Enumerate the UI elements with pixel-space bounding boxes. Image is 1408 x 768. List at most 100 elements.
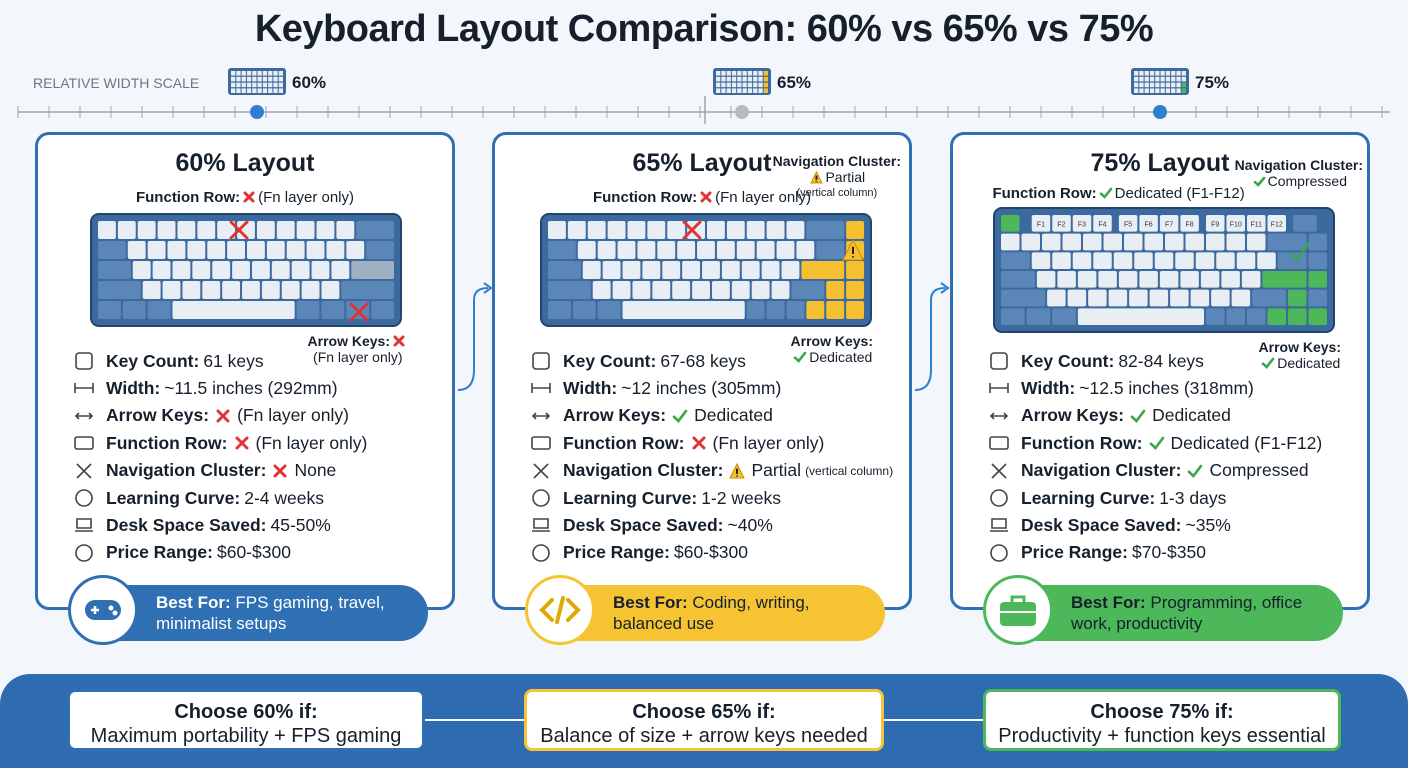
key: [1180, 215, 1199, 232]
spec-value: (Fn layer only): [712, 432, 825, 453]
best-for-icon: [525, 575, 595, 645]
callout-line: Dedicated: [791, 349, 873, 365]
spec-row: Learning Curve: 2-4 weeks: [74, 486, 324, 510]
key: [1206, 233, 1225, 251]
key: [592, 281, 611, 299]
mini-key: [753, 76, 758, 82]
mini-key: [731, 71, 737, 76]
mini-key: [1181, 71, 1186, 76]
key: [1001, 308, 1025, 325]
callout-text: Dedicated: [1277, 355, 1341, 371]
key: [1057, 271, 1076, 288]
spec-row: Learning Curve: 1-2 weeks: [531, 486, 781, 510]
key: [612, 281, 631, 299]
mini-key: [763, 71, 768, 76]
key: [846, 261, 864, 279]
check-mark: [1188, 464, 1203, 478]
mini-key: [737, 71, 742, 76]
spec-value: 1-3 days: [1159, 487, 1227, 508]
check-icon: [1149, 436, 1164, 451]
key: [311, 261, 330, 279]
key: [1293, 215, 1317, 232]
mini-key: [716, 88, 721, 93]
key: [1026, 308, 1051, 325]
spec-value: (Fn layer only): [255, 432, 368, 453]
key: [172, 261, 191, 279]
key: [371, 301, 394, 319]
callout-text: Compressed: [1267, 173, 1347, 189]
callout-label: Function Row:: [135, 189, 241, 206]
x-mark: [273, 464, 287, 478]
key: [1139, 215, 1158, 232]
key: [351, 261, 394, 279]
key: [1247, 215, 1266, 232]
key: [296, 301, 320, 319]
best-for-glyph: [1000, 595, 1036, 626]
best-for-glyph: [539, 596, 581, 624]
best-for-value: Programming, office work, productivity: [1071, 593, 1303, 633]
key: [1206, 308, 1225, 325]
mini-key: [1134, 76, 1139, 82]
spec-label: Desk Space Saved:: [563, 514, 724, 535]
mini-key: [268, 76, 273, 82]
check-mark: [672, 409, 688, 423]
key: [741, 261, 760, 279]
mini-key: [241, 82, 246, 88]
mini-key: [252, 88, 257, 93]
mini-key: [758, 71, 763, 76]
spec-icon-shape: [76, 463, 92, 479]
key: [1252, 289, 1286, 307]
key: [846, 301, 864, 319]
mini-key: [1176, 88, 1181, 93]
key: [617, 241, 636, 259]
key: [242, 281, 260, 299]
gamepad-btn: [112, 610, 118, 616]
mini-key: [716, 71, 721, 76]
key: [662, 261, 681, 279]
key: [548, 261, 581, 279]
key: [721, 261, 740, 279]
spec-value: Partial: [751, 460, 802, 481]
mini-key: [278, 88, 283, 93]
spec-row: Desk Space Saved: 45-50%: [74, 513, 331, 537]
mini-key: [742, 88, 747, 93]
callout-text: Dedicated: [809, 349, 873, 365]
x-mark: [393, 335, 405, 347]
key-label: F2: [1057, 221, 1065, 228]
mini-key: [1165, 71, 1171, 76]
mini-key: [1134, 82, 1139, 88]
spec-row: Function Row: (Fn layer only): [531, 431, 824, 455]
key: [1180, 271, 1199, 288]
card-title: 75% Layout: [1090, 149, 1230, 177]
best-for-label: Best For:: [156, 593, 231, 612]
key: [1077, 271, 1097, 288]
callout-line: Arrow Keys:: [1259, 339, 1341, 355]
key: [291, 261, 310, 279]
key: [687, 221, 705, 239]
key: [1170, 289, 1189, 307]
spec-icon-shape: [75, 489, 93, 507]
spec-row: Price Range: $60-$300: [531, 541, 748, 565]
key: [98, 281, 141, 299]
spec-icon: [532, 518, 550, 533]
scale-marker: 75%: [1195, 73, 1229, 92]
key: [796, 241, 815, 259]
mini-key: [758, 76, 763, 82]
key: [1036, 271, 1056, 288]
spec-label: Desk Space Saved:: [106, 514, 267, 535]
key-label: F7: [1165, 221, 1173, 228]
key: [356, 221, 394, 239]
mini-key: [1160, 71, 1165, 76]
key: [1195, 252, 1215, 269]
spec-value: 2-4 weeks: [244, 487, 324, 508]
mini-key: [1139, 76, 1144, 82]
mini-key: [1176, 82, 1181, 88]
spec-icon-shape: [75, 518, 93, 533]
choice-box: Choose 75% if: Productivity + function ke…: [983, 689, 1341, 751]
mini-key: [1144, 71, 1149, 76]
key: [548, 221, 566, 239]
key: [1236, 252, 1256, 269]
spec-icon: [75, 518, 93, 533]
key: [607, 221, 626, 239]
mini-key: [231, 71, 236, 76]
